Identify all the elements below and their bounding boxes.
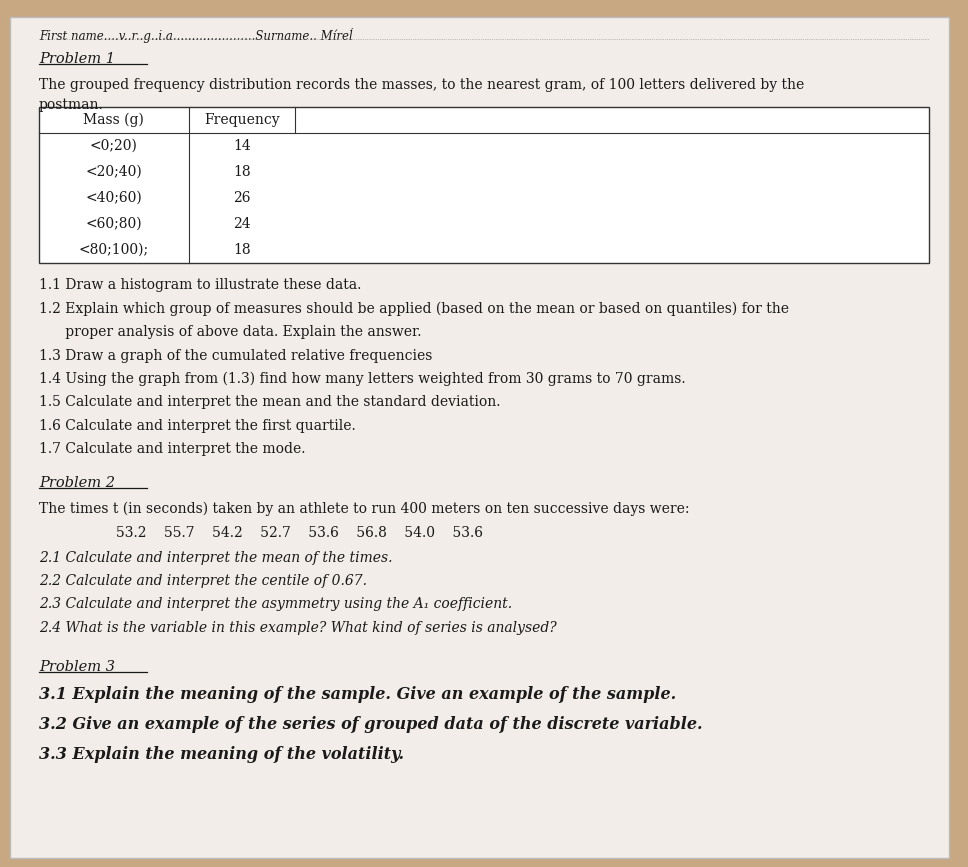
Text: First name....v..r..g..i.a......................Surname.. Míreĺ: First name....v..r..g..i.a..............… bbox=[39, 28, 352, 42]
Text: 26: 26 bbox=[233, 191, 251, 205]
Text: Problem 3: Problem 3 bbox=[39, 660, 115, 674]
Text: 2.1 Calculate and interpret the mean of the times.: 2.1 Calculate and interpret the mean of … bbox=[39, 551, 392, 564]
Text: 1.6 Calculate and interpret the first quartile.: 1.6 Calculate and interpret the first qu… bbox=[39, 419, 355, 433]
Text: 1.2 Explain which group of measures should be applied (based on the mean or base: 1.2 Explain which group of measures shou… bbox=[39, 302, 789, 316]
Text: <40;60): <40;60) bbox=[85, 191, 142, 205]
Text: 18: 18 bbox=[233, 165, 251, 179]
Text: Frequency: Frequency bbox=[204, 113, 280, 127]
Text: 1.4 Using the graph from (1.3) find how many letters weighted from 30 grams to 7: 1.4 Using the graph from (1.3) find how … bbox=[39, 372, 685, 387]
Text: The times t (in seconds) taken by an athlete to run 400 meters on ten successive: The times t (in seconds) taken by an ath… bbox=[39, 502, 689, 517]
Text: 53.2    55.7    54.2    52.7    53.6    56.8    54.0    53.6: 53.2 55.7 54.2 52.7 53.6 56.8 54.0 53.6 bbox=[116, 526, 483, 540]
Text: 3.2 Give an example of the series of grouped data of the discrete variable.: 3.2 Give an example of the series of gro… bbox=[39, 716, 703, 733]
Text: 1.3 Draw a graph of the cumulated relative frequencies: 1.3 Draw a graph of the cumulated relati… bbox=[39, 349, 432, 362]
Text: postman.: postman. bbox=[39, 98, 104, 112]
Text: <0;20): <0;20) bbox=[90, 139, 137, 153]
Text: 18: 18 bbox=[233, 243, 251, 257]
Text: <20;40): <20;40) bbox=[85, 165, 142, 179]
Text: 2.3 Calculate and interpret the asymmetry using the A₁ coefficient.: 2.3 Calculate and interpret the asymmetr… bbox=[39, 597, 512, 611]
Text: 1.5 Calculate and interpret the mean and the standard deviation.: 1.5 Calculate and interpret the mean and… bbox=[39, 395, 500, 409]
Text: 24: 24 bbox=[233, 217, 251, 231]
Text: 2.2 Calculate and interpret the centile of 0.67.: 2.2 Calculate and interpret the centile … bbox=[39, 574, 367, 588]
Text: 1.1 Draw a histogram to illustrate these data.: 1.1 Draw a histogram to illustrate these… bbox=[39, 278, 361, 292]
Text: Problem 1: Problem 1 bbox=[39, 52, 115, 66]
Text: <80;100);: <80;100); bbox=[78, 243, 149, 257]
Text: 3.1 Explain the meaning of the sample. Give an example of the sample.: 3.1 Explain the meaning of the sample. G… bbox=[39, 686, 676, 703]
Text: 2.4 What is the variable in this example? What kind of series is analysed?: 2.4 What is the variable in this example… bbox=[39, 621, 557, 635]
Text: 3.3 Explain the meaning of the volatility.: 3.3 Explain the meaning of the volatilit… bbox=[39, 746, 404, 764]
Text: The grouped frequency distribution records the masses, to the nearest gram, of 1: The grouped frequency distribution recor… bbox=[39, 78, 804, 92]
Text: 1.7 Calculate and interpret the mode.: 1.7 Calculate and interpret the mode. bbox=[39, 442, 305, 456]
Text: proper analysis of above data. Explain the answer.: proper analysis of above data. Explain t… bbox=[39, 325, 421, 339]
Text: Problem 2: Problem 2 bbox=[39, 476, 115, 490]
Text: 14: 14 bbox=[233, 139, 251, 153]
Text: Mass (g): Mass (g) bbox=[83, 113, 144, 127]
FancyBboxPatch shape bbox=[10, 17, 949, 858]
Text: <60;80): <60;80) bbox=[85, 217, 142, 231]
FancyBboxPatch shape bbox=[39, 107, 929, 263]
